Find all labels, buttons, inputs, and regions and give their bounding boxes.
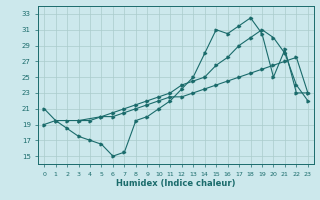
X-axis label: Humidex (Indice chaleur): Humidex (Indice chaleur) [116,179,236,188]
